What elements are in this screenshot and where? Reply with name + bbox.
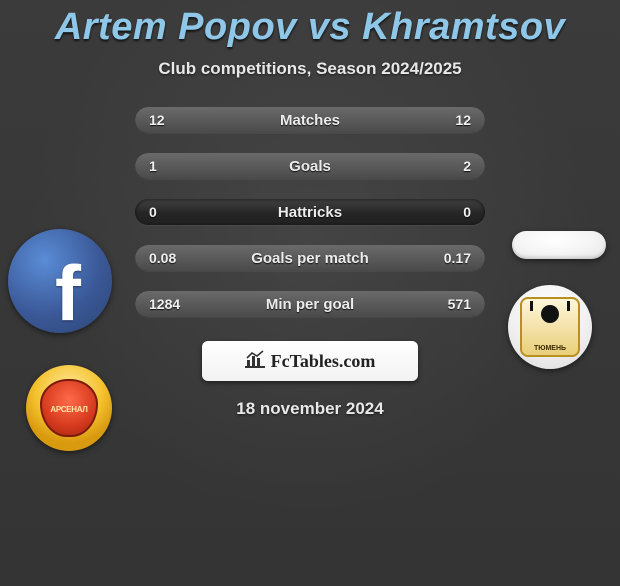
stat-label: Goals xyxy=(135,158,485,175)
stat-bar: 12Matches12 xyxy=(135,107,485,133)
stat-bar: 1Goals2 xyxy=(135,153,485,179)
facebook-glyph: f xyxy=(55,248,81,339)
subtitle: Club competitions, Season 2024/2025 xyxy=(0,59,620,79)
attribution-text: FcTables.com xyxy=(271,351,376,372)
stat-label: Min per goal xyxy=(135,296,485,313)
left-club-badge: АРСЕНАЛ xyxy=(26,365,112,451)
stat-label: Goals per match xyxy=(135,250,485,267)
page-title: Artem Popov vs Khramtsov xyxy=(0,6,620,49)
stat-bar: 0Hattricks0 xyxy=(135,199,485,225)
stat-bar: 0.08Goals per match0.17 xyxy=(135,245,485,271)
left-club-label: АРСЕНАЛ xyxy=(40,379,98,437)
facebook-icon[interactable]: f xyxy=(8,229,112,333)
stat-right-value: 12 xyxy=(455,112,471,128)
stat-label: Matches xyxy=(135,112,485,129)
chart-icon xyxy=(245,350,265,373)
right-ellipse-icon xyxy=(512,231,606,259)
attribution-badge[interactable]: FcTables.com xyxy=(202,341,418,381)
right-club-label: ТЮМЕНЬ xyxy=(520,297,580,357)
right-club-badge: ТЮМЕНЬ xyxy=(508,285,592,369)
stat-label: Hattricks xyxy=(135,204,485,221)
comparison-panel: f АРСЕНАЛ ТЮМЕНЬ 12Matches121Goals20Hatt… xyxy=(0,107,620,419)
stat-right-value: 2 xyxy=(463,158,471,174)
stat-bar: 1284Min per goal571 xyxy=(135,291,485,317)
stat-bars: 12Matches12 1Goals2 0Hattricks0 0.08Goals p… xyxy=(135,107,485,317)
stat-right-value: 571 xyxy=(448,296,471,312)
stat-right-value: 0 xyxy=(463,204,471,220)
stat-right-value: 0.17 xyxy=(444,250,471,266)
